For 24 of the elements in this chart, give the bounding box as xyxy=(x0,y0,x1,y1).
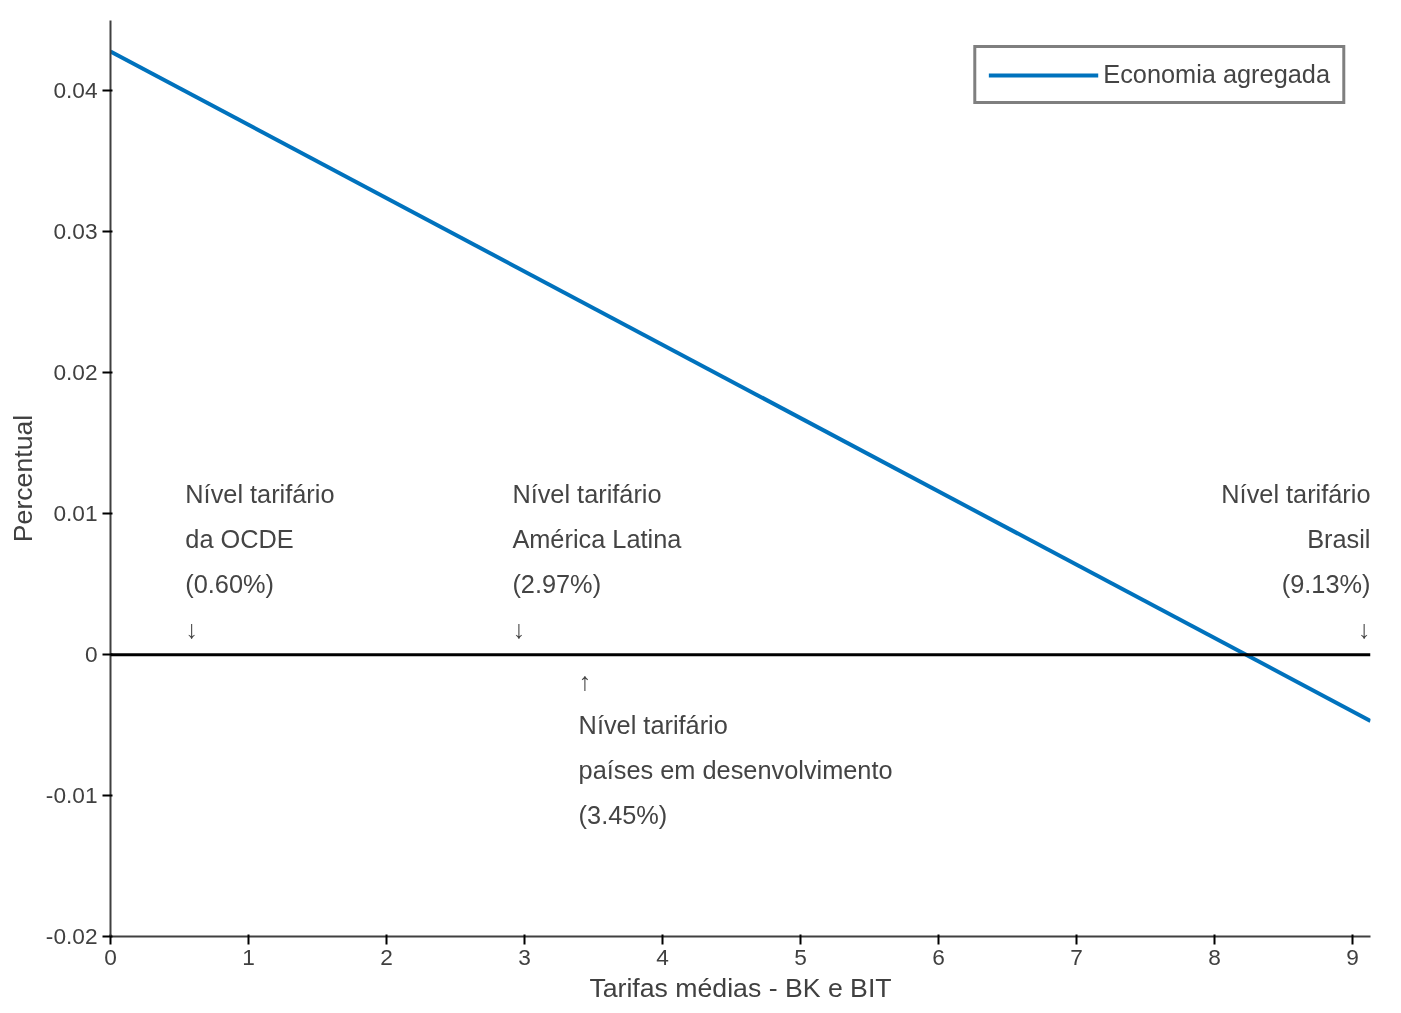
x-tick-label: 9 xyxy=(1346,943,1359,970)
x-tick-label: 0 xyxy=(104,943,117,970)
y-tick-label: 0.01 xyxy=(53,500,98,527)
x-tick-label: 3 xyxy=(518,943,531,970)
y-tick-label: 0.03 xyxy=(53,218,98,245)
annotation: ↑ Nível tarifário países em desenvolvimento (3.45%) xyxy=(578,666,893,830)
y-tick-label: 0.04 xyxy=(53,77,98,104)
y-tick-label: -0.02 xyxy=(45,923,98,949)
x-tick-label: 5 xyxy=(794,943,807,970)
x-tick-label: 6 xyxy=(932,943,945,970)
annotation: Nível tarifário Brasil (9.13%) ↓ xyxy=(1221,480,1371,643)
annotation: Nível tarifário América Latina (2.97%) ↓ xyxy=(512,480,683,643)
x-tick-label: 2 xyxy=(380,943,393,970)
x-tick-label: 1 xyxy=(242,943,255,970)
legend-label: Economia agregada xyxy=(1103,60,1330,89)
x-axis-title: Tarifas médias - BK e BIT xyxy=(589,972,892,1003)
x-tick-label: 4 xyxy=(656,943,669,970)
y-axis-title: Percentual xyxy=(7,414,38,543)
y-tick-label: 0.02 xyxy=(53,359,98,386)
y-tick-label: 0 xyxy=(84,641,98,668)
x-tick-label: 8 xyxy=(1208,943,1221,970)
annotation: Nível tarifário da OCDE (0.60%) ↓ xyxy=(185,480,335,643)
y-tick-label: -0.01 xyxy=(45,782,98,809)
x-tick-label: 7 xyxy=(1070,943,1083,970)
